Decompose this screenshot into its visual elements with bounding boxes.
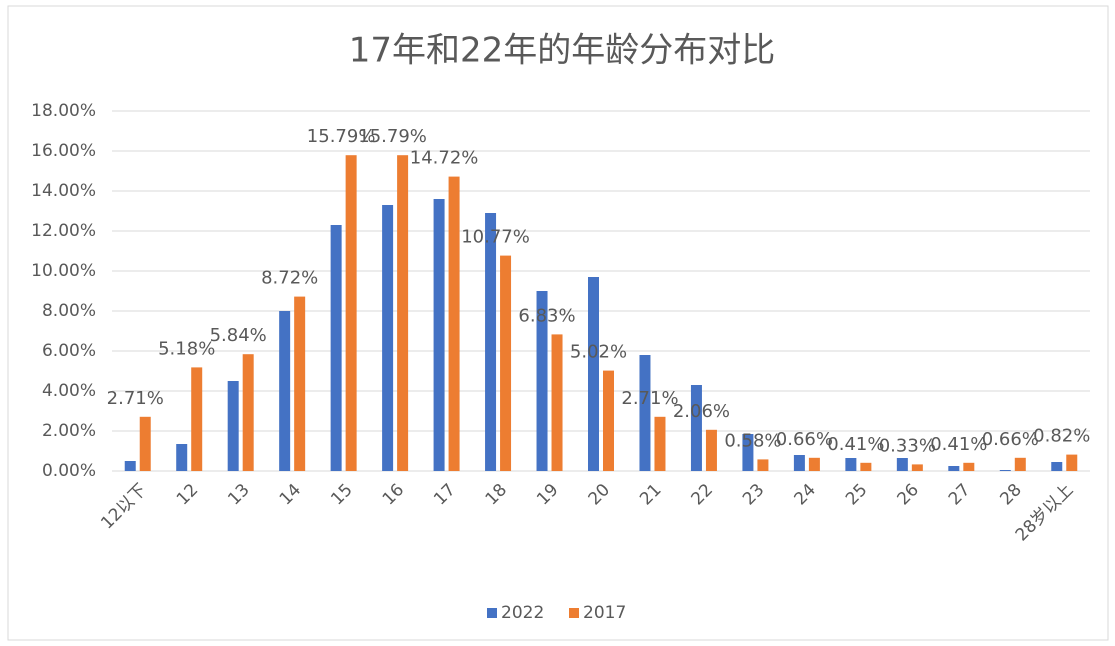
bar <box>139 416 151 471</box>
bar <box>500 255 512 471</box>
bar <box>191 367 203 471</box>
bar <box>999 470 1011 471</box>
legend-label: 2022 <box>501 603 544 623</box>
bar <box>294 296 306 471</box>
data-label: 8.72% <box>261 268 318 289</box>
bar <box>948 466 960 471</box>
y-tick-label: 0.00% <box>42 461 96 481</box>
bar <box>330 225 342 471</box>
bar <box>1066 454 1078 471</box>
bar <box>345 155 357 471</box>
bar <box>845 458 857 471</box>
bar <box>588 277 599 471</box>
bar <box>690 385 702 471</box>
data-label: 0.33% <box>879 435 936 456</box>
legend-swatch <box>487 608 497 618</box>
bar <box>911 464 923 471</box>
bar <box>279 311 291 471</box>
y-tick-label: 12.00% <box>31 221 96 241</box>
y-tick-label: 14.00% <box>31 181 96 201</box>
bar <box>433 199 445 471</box>
bar <box>397 155 409 471</box>
data-label: 5.18% <box>158 338 215 359</box>
data-label: 15.79% <box>358 126 427 147</box>
data-label: 6.83% <box>518 305 575 326</box>
bar <box>536 291 548 471</box>
bar <box>860 462 872 471</box>
legend-swatch <box>569 608 579 618</box>
data-label: 2.71% <box>621 388 678 409</box>
bar <box>757 459 769 471</box>
data-label: 15.79% <box>307 126 376 147</box>
data-label: 5.02% <box>570 342 627 363</box>
bar <box>176 444 188 471</box>
y-tick-label: 16.00% <box>31 141 96 161</box>
bar <box>705 429 717 471</box>
legend-label: 2017 <box>583 603 626 623</box>
bar <box>742 434 754 471</box>
data-label: 0.58% <box>724 430 781 451</box>
data-label: 14.72% <box>410 148 479 169</box>
y-tick-label: 4.00% <box>42 381 96 401</box>
bar <box>654 416 666 471</box>
bar <box>603 370 614 471</box>
chart-border <box>7 5 1109 641</box>
bar <box>1051 462 1063 471</box>
data-label: 0.66% <box>982 429 1039 450</box>
bar <box>124 461 136 471</box>
bar <box>382 205 394 471</box>
data-label: 0.41% <box>930 434 987 455</box>
data-label: 0.66% <box>776 429 833 450</box>
bar <box>808 457 820 471</box>
bar <box>485 213 497 471</box>
data-label: 2.71% <box>107 388 164 409</box>
data-label: 0.41% <box>827 434 884 455</box>
y-tick-label: 8.00% <box>42 301 96 321</box>
y-tick-label: 10.00% <box>31 261 96 281</box>
bar <box>793 455 805 471</box>
bar <box>896 458 908 471</box>
data-label: 5.84% <box>210 325 267 346</box>
bar <box>639 355 651 471</box>
data-label: 2.06% <box>673 401 730 422</box>
data-label: 0.82% <box>1033 426 1090 447</box>
bar <box>1014 457 1026 471</box>
bar <box>963 462 975 471</box>
data-label: 10.77% <box>461 227 530 248</box>
y-tick-label: 2.00% <box>42 421 96 441</box>
bar <box>242 354 254 471</box>
y-tick-label: 6.00% <box>42 341 96 361</box>
chart-title: 17年和22年的年龄分布对比 <box>349 31 776 71</box>
y-tick-label: 18.00% <box>31 101 96 121</box>
bar <box>551 334 563 471</box>
bar <box>448 176 460 471</box>
bar <box>227 381 239 471</box>
